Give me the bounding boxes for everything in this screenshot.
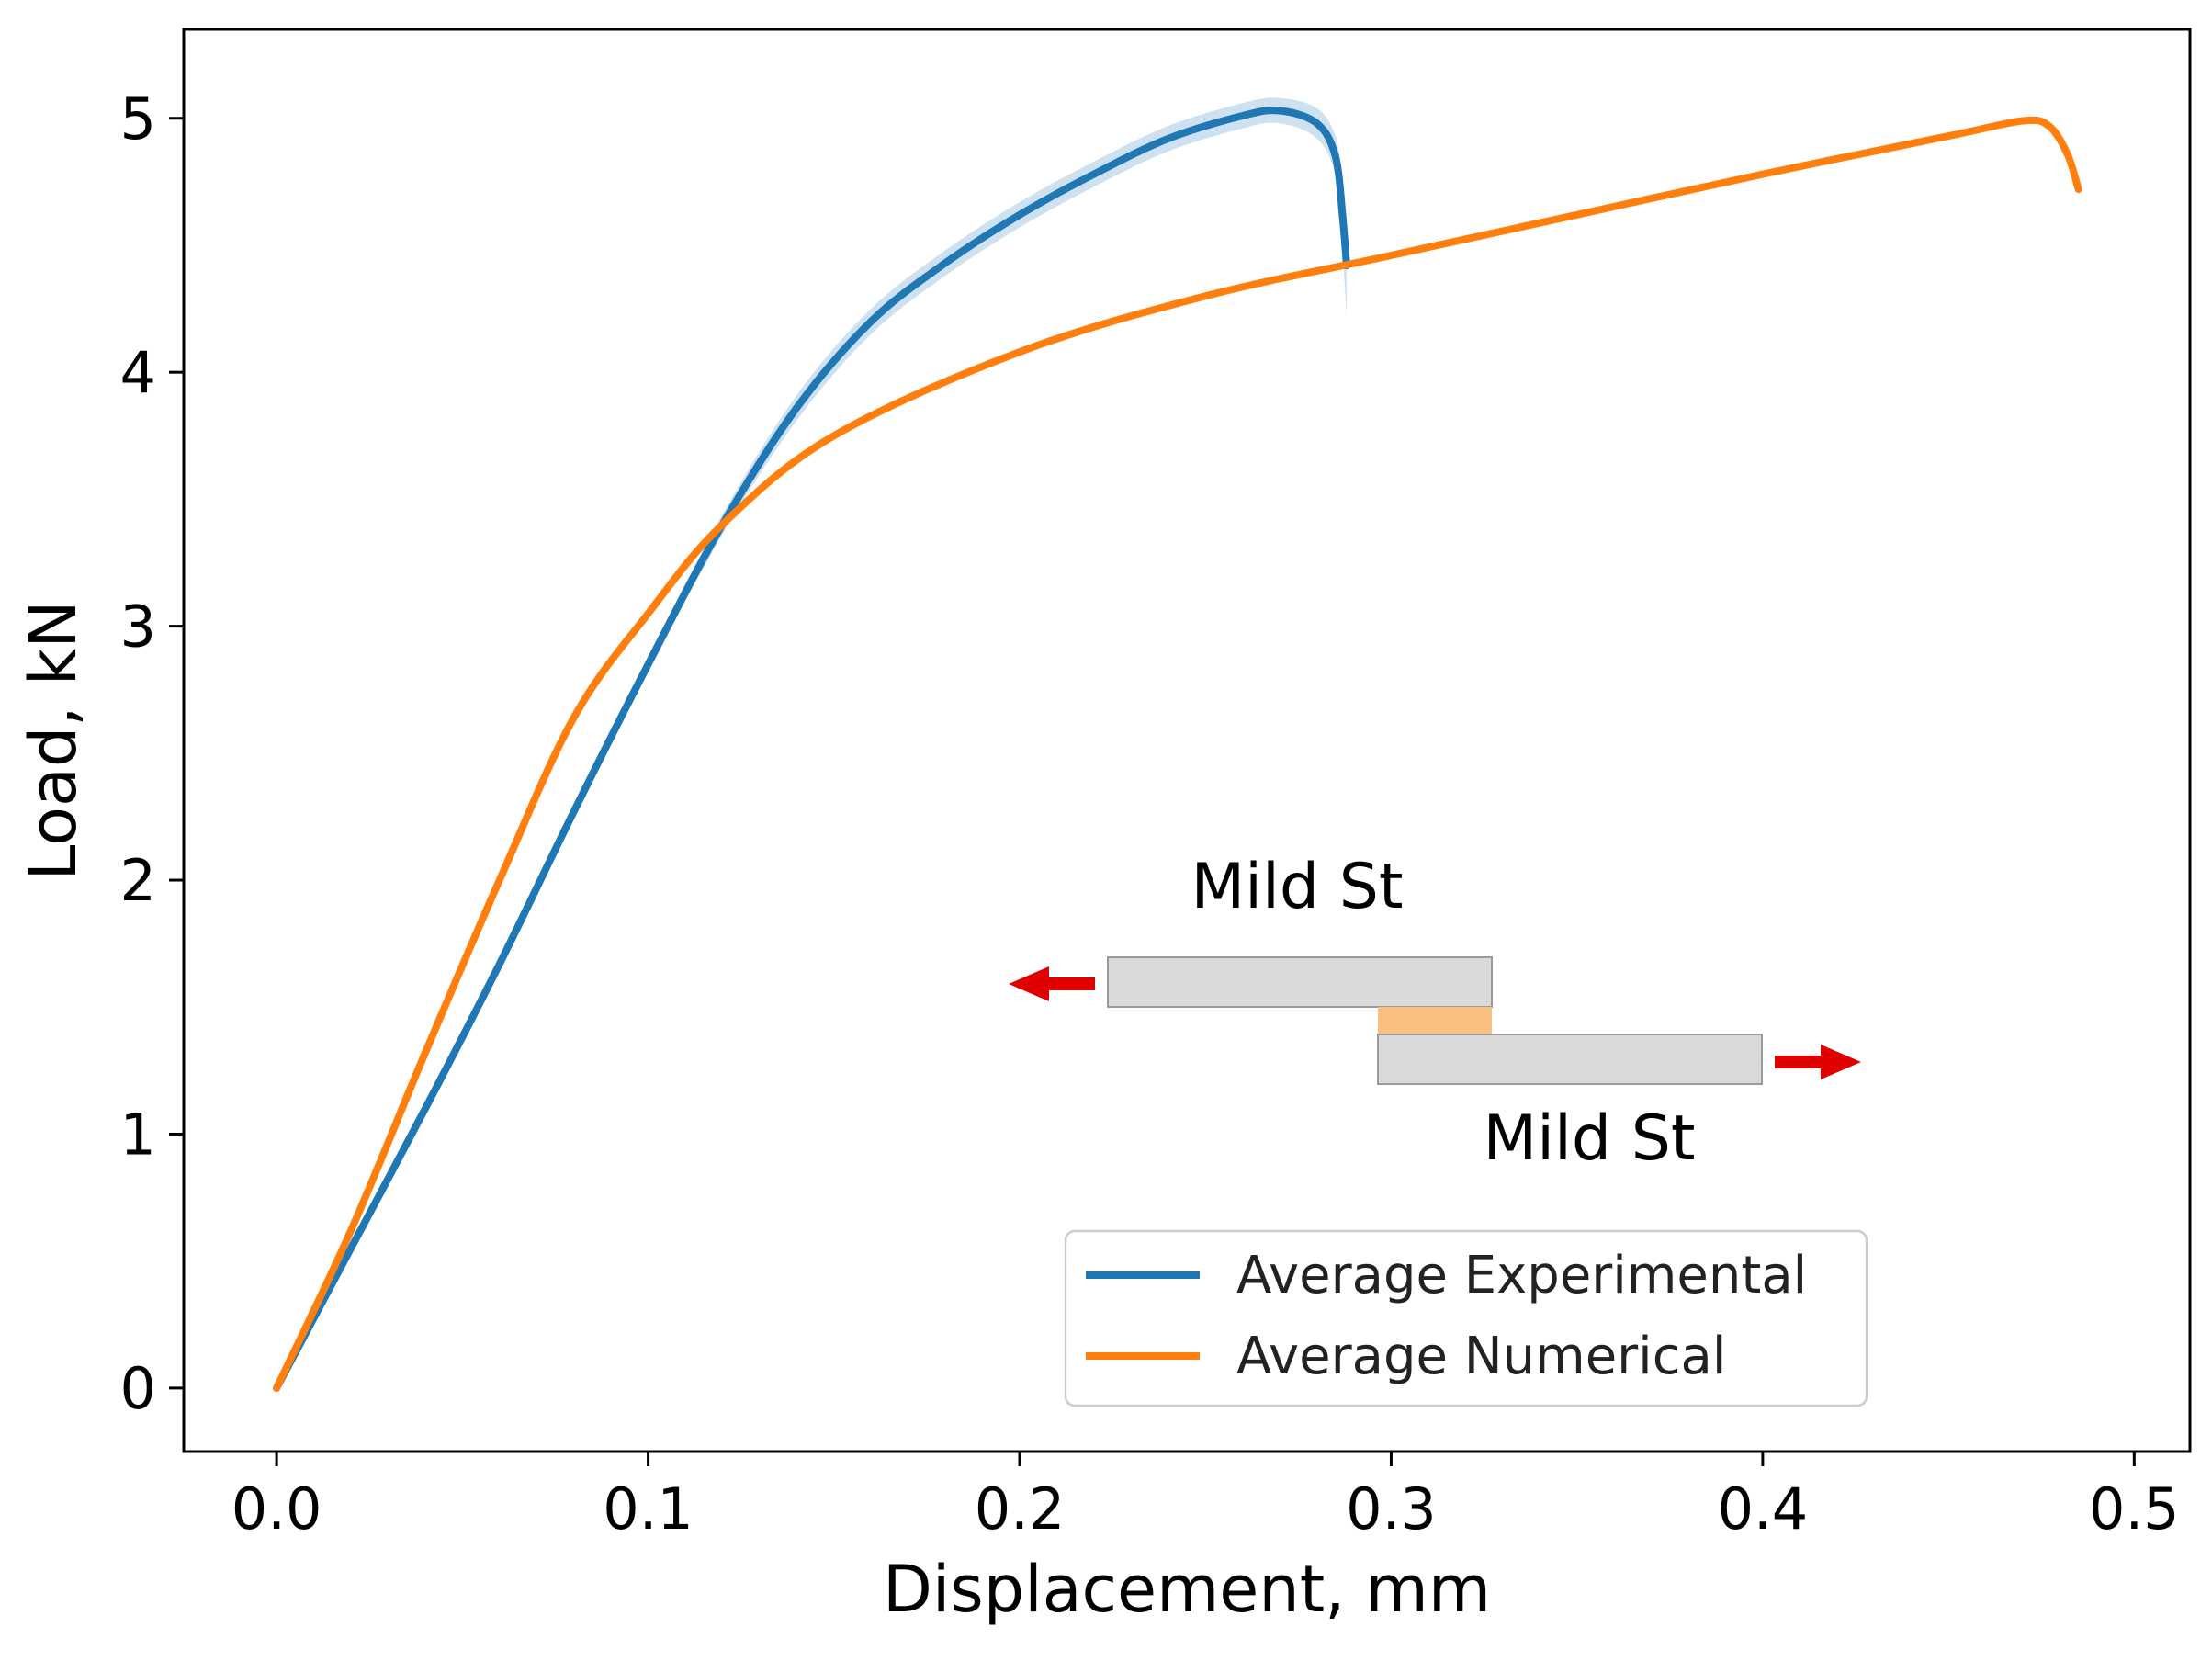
y-tick-label: 4: [120, 339, 156, 406]
y-tick-label: 5: [120, 85, 156, 153]
y-tick-label: 1: [120, 1101, 156, 1168]
inset-schematic: Mild St Mild St: [1009, 851, 1861, 1175]
y-tick-label: 0: [120, 1355, 156, 1422]
legend-label-experimental: Average Experimental: [1236, 1246, 1807, 1305]
legend-box: [1064, 1229, 1868, 1407]
plot-area: [182, 28, 2192, 1453]
y-tick-label: 3: [120, 593, 156, 661]
top-plate: [1107, 956, 1493, 1008]
bottom-plate: [1377, 1034, 1763, 1085]
inset-top-label: Mild St: [1191, 851, 1403, 923]
x-tick-label: 0.3: [1346, 1475, 1437, 1542]
x-tick-label: 0.4: [1718, 1475, 1809, 1542]
legend: Average Experimental Average Numerical: [1064, 1229, 1868, 1407]
right-load-arrow-icon: [1775, 1045, 1861, 1079]
series-lines: [273, 107, 2082, 1392]
axis-ticks: 0.0 0.1 0.2 0.3 0.4 0.5 0 1 2 3 4 5: [120, 85, 2180, 1542]
legend-label-numerical: Average Numerical: [1236, 1327, 1726, 1386]
y-axis-label: Load, kN: [16, 600, 91, 880]
x-tick-label: 0.5: [2089, 1475, 2180, 1542]
series-line-0: [273, 107, 1350, 1392]
adhesive-layer: [1378, 1007, 1492, 1034]
left-load-arrow-icon: [1009, 966, 1095, 1001]
y-tick-label: 2: [120, 847, 156, 914]
x-tick-label: 0.0: [231, 1475, 322, 1542]
x-tick-label: 0.2: [975, 1475, 1066, 1542]
x-tick-label: 0.1: [603, 1475, 694, 1542]
x-axis-label: Displacement, mm: [883, 1552, 1491, 1627]
series-line-1: [273, 116, 2082, 1392]
inset-bottom-label: Mild St: [1483, 1102, 1695, 1175]
